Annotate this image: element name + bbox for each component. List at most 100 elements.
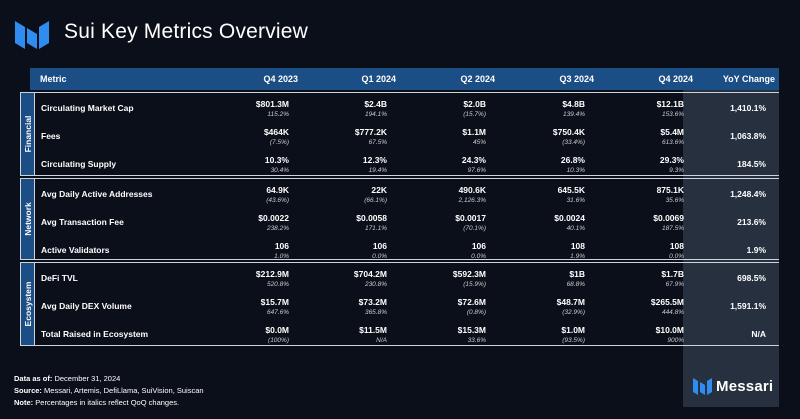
metric-cell: $11.5M N/A xyxy=(307,325,387,345)
cell-value: 106 xyxy=(471,241,486,251)
cell-value: $801.3M xyxy=(255,99,289,109)
cell-value: $11.5M xyxy=(359,325,387,335)
cell-qoq: 153.6% xyxy=(661,111,684,118)
cell-value: 29.3% xyxy=(659,155,684,165)
metric-label: Avg Transaction Fee xyxy=(41,217,124,227)
cell-value: 10.3% xyxy=(264,155,289,165)
metric-cell: $1.0M (93.5%) xyxy=(505,325,585,345)
header-period-3: Q2 2024 xyxy=(460,74,495,84)
metric-cell: 106 1.0% xyxy=(209,241,289,261)
metric-cell: 875.1K 35.6% xyxy=(604,185,684,205)
cell-value: 22K xyxy=(371,185,387,195)
cell-qoq: 9.3% xyxy=(669,167,684,174)
cell-qoq: 0.0% xyxy=(471,253,486,260)
metric-cell: 24.3% 97.6% xyxy=(406,155,486,175)
header-period-2: Q1 2024 xyxy=(361,74,396,84)
cell-qoq: 1.0% xyxy=(274,253,289,260)
cell-value: $15.7M xyxy=(260,297,289,307)
cell-qoq: 900% xyxy=(667,337,684,344)
yoy-value: 1.9% xyxy=(746,245,766,255)
metric-cell: 645.5K 31.6% xyxy=(505,185,585,205)
metric-cell: 108 1.9% xyxy=(505,241,585,261)
cell-qoq: 19.4% xyxy=(368,167,387,174)
cell-qoq: (43.6%) xyxy=(266,197,289,204)
cell-qoq: 45% xyxy=(472,139,486,146)
metric-cell: 29.3% 9.3% xyxy=(604,155,684,175)
cell-value: 24.3% xyxy=(461,155,486,165)
cell-qoq: 1.9% xyxy=(570,253,585,260)
metric-cell: $1B 68.8% xyxy=(505,269,585,289)
page-title: Sui Key Metrics Overview xyxy=(64,20,309,43)
yoy-value: 1,063.8% xyxy=(730,131,766,141)
cell-qoq: 187.5% xyxy=(661,225,684,232)
table-row: Fees $464K (7.5%) $777.2K 67.5% $1.1M 45% $750.… xyxy=(21,124,780,152)
cell-value: 26.8% xyxy=(560,155,585,165)
metric-cell: $2.4B 194.1% xyxy=(307,99,387,119)
cell-value: 490.6K xyxy=(458,185,486,195)
cell-qoq: 2,126.3% xyxy=(458,197,486,204)
metric-cell: $4.8B 139.4% xyxy=(505,99,585,119)
cell-qoq: 31.6% xyxy=(566,197,585,204)
cell-value: $265.5M xyxy=(650,297,684,307)
table-row: Avg Daily Active Addresses 64.9K (43.6%) 22… xyxy=(21,182,780,210)
cell-value: 106 xyxy=(372,241,387,251)
cell-value: $0.0069 xyxy=(653,213,684,223)
metric-label: Fees xyxy=(41,131,61,141)
footer-note: Note: Percentages in italics reflect QoQ… xyxy=(14,398,180,407)
table-row: Avg Daily DEX Volume $15.7M 647.6% $73.2M 36… xyxy=(21,294,780,322)
metric-cell: $0.0022 238.2% xyxy=(209,213,289,233)
metric-cell: $72.6M (0.8%) xyxy=(406,297,486,317)
metric-cell: $0.0069 187.5% xyxy=(604,213,684,233)
cell-value: 875.1K xyxy=(656,185,684,195)
cell-qoq: (0.8%) xyxy=(466,309,486,316)
cell-qoq: N/A xyxy=(376,337,387,344)
cell-qoq: 33.6% xyxy=(467,337,486,344)
metric-cell: $48.7M (32.9%) xyxy=(505,297,585,317)
cell-value: $48.7M xyxy=(556,297,585,307)
metric-cell: $0.0024 40.1% xyxy=(505,213,585,233)
cell-value: 645.5K xyxy=(557,185,585,195)
cell-qoq: 365.8% xyxy=(364,309,387,316)
metric-cell: $1.7B 67.9% xyxy=(604,269,684,289)
metric-cell: $592.3M (15.9%) xyxy=(406,269,486,289)
metric-cell: $2.0B (15.7%) xyxy=(406,99,486,119)
yoy-value: 1,248.4% xyxy=(730,189,766,199)
metric-cell: $1.1M 45% xyxy=(406,127,486,147)
footer-date: Data as of: December 31, 2024 xyxy=(14,374,121,383)
table-row: Circulating Supply 10.3% 30.4% 12.3% 19.4% 24… xyxy=(21,152,780,180)
section-label: Network xyxy=(21,179,35,259)
metric-cell: $0.0M (100%) xyxy=(209,325,289,345)
cell-qoq: (32.9%) xyxy=(562,309,585,316)
cell-value: 108 xyxy=(570,241,585,251)
cell-value: $750.4K xyxy=(552,127,585,137)
header-period-5: Q4 2024 xyxy=(658,74,693,84)
table-row: Total Raised in Ecosystem $0.0M (100%) $11.… xyxy=(21,322,780,350)
cell-qoq: 444.8% xyxy=(661,309,684,316)
cell-value: $0.0024 xyxy=(554,213,585,223)
cell-value: $592.3M xyxy=(452,269,486,279)
metric-cell: $750.4K (33.4%) xyxy=(505,127,585,147)
metric-cell: $15.7M 647.6% xyxy=(209,297,289,317)
metric-label: Circulating Supply xyxy=(41,159,117,169)
cell-qoq: 30.4% xyxy=(270,167,289,174)
cell-value: $4.8B xyxy=(562,99,585,109)
table-row: Avg Transaction Fee $0.0022 238.2% $0.0058 1… xyxy=(21,210,780,238)
cell-qoq: 171.1% xyxy=(364,225,387,232)
header-period-4: Q3 2024 xyxy=(559,74,594,84)
cell-qoq: 613.6% xyxy=(661,139,684,146)
cell-qoq: (33.4%) xyxy=(562,139,585,146)
yoy-column-bg xyxy=(683,90,779,407)
cell-qoq: 40.1% xyxy=(566,225,585,232)
metric-cell: $777.2K 67.5% xyxy=(307,127,387,147)
cell-qoq: 194.1% xyxy=(364,111,387,118)
metric-cell: $704.2M 230.8% xyxy=(307,269,387,289)
metric-cell: 490.6K 2,126.3% xyxy=(406,185,486,205)
cell-qoq: 35.6% xyxy=(665,197,684,204)
cell-value: $2.4B xyxy=(364,99,387,109)
cell-qoq: (70.1%) xyxy=(463,225,486,232)
cell-value: $777.2K xyxy=(354,127,387,137)
cell-value: 108 xyxy=(669,241,684,251)
section-ecosystem: Ecosystem DeFi TVL $212.9M 520.8% $704.2M 230… xyxy=(20,262,779,346)
section-network: Network Avg Daily Active Addresses 64.9K (4… xyxy=(20,178,779,260)
cell-qoq: (93.5%) xyxy=(562,337,585,344)
